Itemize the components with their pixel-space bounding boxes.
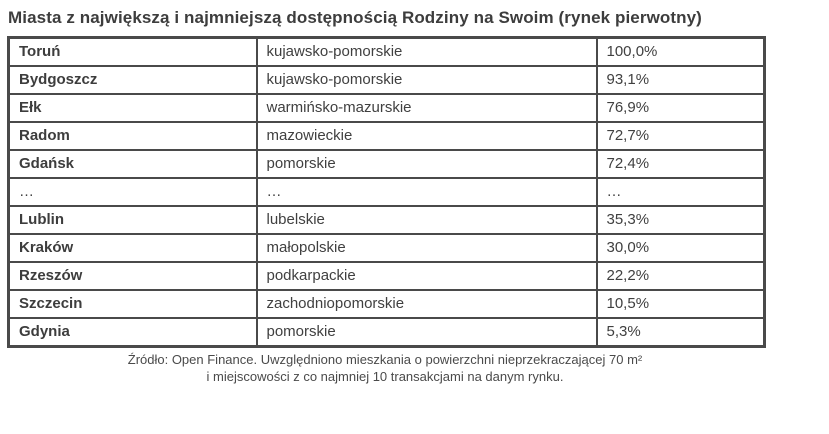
city-cell: Szczecin	[7, 289, 258, 319]
region-cell: …	[255, 177, 598, 207]
value-cell: 10,5%	[595, 289, 766, 319]
region-cell: kujawsko-pomorskie	[255, 65, 598, 95]
value-cell: 72,7%	[595, 121, 766, 151]
table-row: Rzeszów podkarpackie 22,2%	[7, 261, 766, 291]
value-cell: 35,3%	[595, 205, 766, 235]
table-row: Bydgoszcz kujawsko-pomorskie 93,1%	[7, 65, 766, 95]
region-cell: pomorskie	[255, 149, 598, 179]
value-cell: 93,1%	[595, 65, 766, 95]
city-cell: Gdańsk	[7, 149, 258, 179]
table-row: Gdynia pomorskie 5,3%	[7, 317, 766, 348]
value-cell: 30,0%	[595, 233, 766, 263]
table-row: Ełk warmińsko-mazurskie 76,9%	[7, 93, 766, 123]
table-body: Toruń kujawsko-pomorskie 100,0% Bydgoszc…	[7, 36, 766, 348]
region-cell: pomorskie	[255, 317, 598, 348]
table-row-ellipsis: … … …	[7, 177, 766, 207]
city-cell: Rzeszów	[7, 261, 258, 291]
availability-table: Toruń kujawsko-pomorskie 100,0% Bydgoszc…	[7, 36, 766, 348]
region-cell: kujawsko-pomorskie	[255, 36, 598, 67]
region-cell: warmińsko-mazurskie	[255, 93, 598, 123]
value-cell: …	[595, 177, 766, 207]
value-cell: 100,0%	[595, 36, 766, 67]
page-title: Miasta z największą i najmniejszą dostęp…	[8, 8, 702, 27]
city-cell: Lublin	[7, 205, 258, 235]
city-cell: …	[7, 177, 258, 207]
table-row: Toruń kujawsko-pomorskie 100,0%	[7, 36, 766, 67]
city-cell: Bydgoszcz	[7, 65, 258, 95]
region-cell: podkarpackie	[255, 261, 598, 291]
table-row: Gdańsk pomorskie 72,4%	[7, 149, 766, 179]
value-cell: 72,4%	[595, 149, 766, 179]
city-cell: Toruń	[7, 36, 258, 67]
table-row: Szczecin zachodniopomorskie 10,5%	[7, 289, 766, 319]
source-note: Źródło: Open Finance. Uwzględniono miesz…	[0, 351, 770, 385]
value-cell: 5,3%	[595, 317, 766, 348]
city-cell: Ełk	[7, 93, 258, 123]
table-row: Lublin lubelskie 35,3%	[7, 205, 766, 235]
city-cell: Gdynia	[7, 317, 258, 348]
region-cell: zachodniopomorskie	[255, 289, 598, 319]
region-cell: lubelskie	[255, 205, 598, 235]
value-cell: 22,2%	[595, 261, 766, 291]
source-note-line1: Źródło: Open Finance. Uwzględniono miesz…	[127, 352, 643, 367]
table-row: Radom mazowieckie 72,7%	[7, 121, 766, 151]
city-cell: Radom	[7, 121, 258, 151]
region-cell: małopolskie	[255, 233, 598, 263]
table-row: Kraków małopolskie 30,0%	[7, 233, 766, 263]
city-cell: Kraków	[7, 233, 258, 263]
source-note-line2: i miejscowości z co najmniej 10 transakc…	[206, 369, 564, 384]
region-cell: mazowieckie	[255, 121, 598, 151]
value-cell: 76,9%	[595, 93, 766, 123]
